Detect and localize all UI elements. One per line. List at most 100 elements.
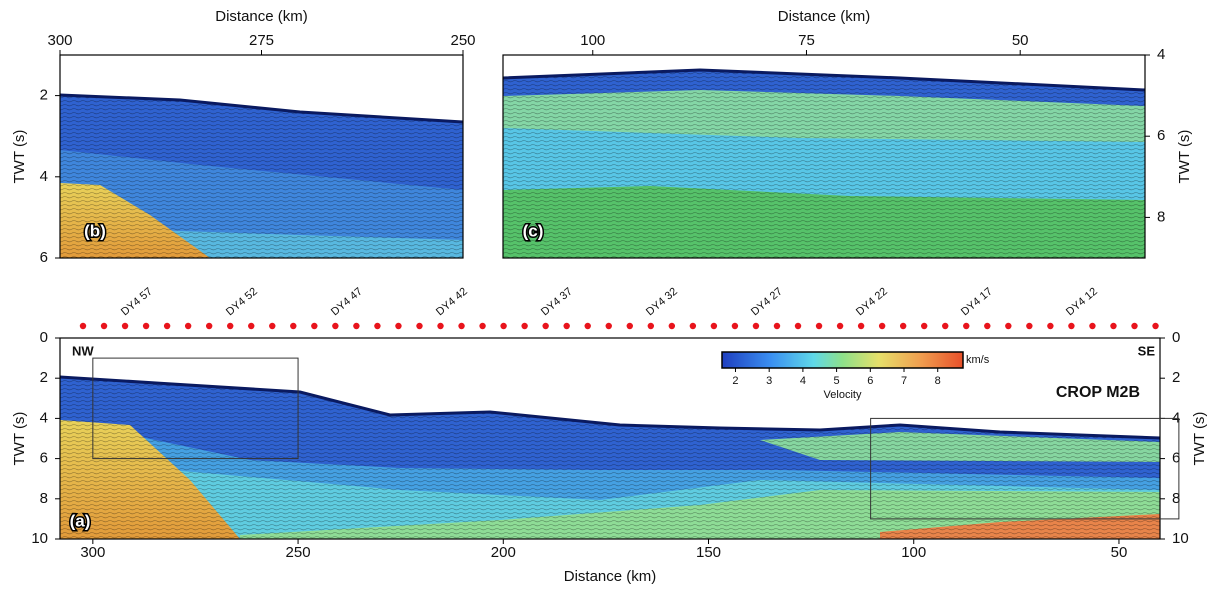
colorbar-unit: km/s bbox=[966, 354, 990, 366]
shot-dot bbox=[563, 322, 570, 330]
shot-dot bbox=[1131, 322, 1138, 330]
shot-dot bbox=[984, 322, 991, 330]
shot-dot bbox=[521, 322, 528, 330]
shot-dot bbox=[963, 322, 970, 330]
shot-dot bbox=[437, 322, 444, 330]
colorbar-tick-label: 7 bbox=[901, 375, 907, 387]
shot-dot bbox=[142, 322, 150, 330]
panel-label: (c) bbox=[523, 221, 544, 240]
y-axis-title: TWT (s) bbox=[11, 130, 28, 184]
y-tick-label: 10 bbox=[1172, 530, 1189, 547]
shot-dot bbox=[248, 322, 255, 330]
y-tick-label: 2 bbox=[40, 87, 48, 104]
shot-label: DY4 22 bbox=[854, 286, 890, 319]
x-tick-label: 75 bbox=[798, 32, 815, 49]
y-tick-label: 6 bbox=[40, 249, 48, 266]
shot-dot bbox=[584, 322, 591, 330]
y-tick-label: 8 bbox=[1172, 490, 1180, 507]
y-tick-label: 4 bbox=[40, 409, 48, 426]
y-tick-label: 10 bbox=[31, 530, 48, 547]
shot-dot bbox=[1089, 322, 1096, 330]
shot-dot bbox=[1110, 322, 1117, 330]
y-tick-label: 4 bbox=[1172, 409, 1180, 426]
shot-dot bbox=[290, 322, 297, 330]
shot-label: DY4 12 bbox=[1064, 286, 1100, 319]
seismic-image-a bbox=[60, 338, 1160, 539]
shot-dot bbox=[395, 322, 402, 330]
shot-label: DY4 32 bbox=[644, 286, 680, 319]
shot-dot bbox=[710, 322, 718, 330]
x-tick-label: 200 bbox=[491, 544, 516, 561]
shot-label: DY4 42 bbox=[434, 286, 470, 319]
colorbar-tick-label: 4 bbox=[800, 375, 806, 387]
x-tick-label: 100 bbox=[901, 544, 926, 561]
shot-dot bbox=[163, 322, 171, 330]
x-tick-label: 250 bbox=[450, 32, 475, 49]
x-tick-label: 300 bbox=[47, 32, 72, 49]
shot-dot bbox=[269, 322, 276, 330]
shot-dot bbox=[899, 322, 907, 330]
shot-label: DY4 57 bbox=[119, 286, 155, 319]
shot-dot bbox=[689, 322, 697, 330]
shot-dot bbox=[794, 322, 802, 330]
shot-dot bbox=[311, 322, 318, 330]
y-tick-label: 2 bbox=[40, 369, 48, 386]
y-tick-label: 4 bbox=[1157, 46, 1165, 63]
shot-label: DY4 47 bbox=[329, 286, 365, 319]
y-tick-label: 2 bbox=[1172, 369, 1180, 386]
x-axis-title: Distance (km) bbox=[215, 8, 308, 25]
colorbar bbox=[721, 351, 964, 369]
seismic-image-c bbox=[503, 55, 1145, 258]
shot-dot bbox=[626, 322, 633, 330]
shot-dot bbox=[542, 322, 549, 330]
shot-dot bbox=[878, 322, 886, 330]
shot-dot bbox=[1047, 322, 1054, 330]
shot-dot bbox=[647, 322, 655, 330]
shot-dot bbox=[353, 322, 360, 330]
shot-dot bbox=[1005, 322, 1012, 330]
shot-dot bbox=[1152, 322, 1159, 330]
x-tick-label: 100 bbox=[580, 32, 605, 49]
shot-dot bbox=[605, 322, 612, 330]
x-tick-label: 50 bbox=[1012, 32, 1029, 49]
y-axis-title: TWT (s) bbox=[11, 412, 28, 466]
x-tick-label: 275 bbox=[249, 32, 274, 49]
corner-label: NW bbox=[72, 343, 94, 358]
shot-dot bbox=[773, 322, 781, 330]
shot-dot bbox=[942, 322, 949, 330]
y-axis-title: TWT (s) bbox=[1176, 130, 1193, 184]
shot-label: DY4 37 bbox=[539, 286, 575, 319]
shot-dot bbox=[121, 322, 129, 330]
y-tick-label: 0 bbox=[1172, 329, 1180, 346]
panel-label: (a) bbox=[70, 511, 91, 530]
profile-name: CROP M2B bbox=[1056, 384, 1140, 401]
shot-dot bbox=[752, 322, 760, 330]
panel-frame bbox=[502, 54, 1146, 259]
x-tick-label: 50 bbox=[1111, 544, 1128, 561]
shot-dot bbox=[668, 322, 676, 330]
y-axis-title: TWT (s) bbox=[1191, 412, 1208, 466]
colorbar-tick-label: 2 bbox=[732, 375, 738, 387]
y-tick-label: 8 bbox=[40, 490, 48, 507]
y-tick-label: 6 bbox=[1157, 127, 1165, 144]
shot-label: DY4 52 bbox=[224, 286, 260, 319]
shot-dot bbox=[184, 322, 192, 330]
y-tick-label: 6 bbox=[1172, 450, 1180, 467]
shot-dot bbox=[332, 322, 339, 330]
shot-dot bbox=[1068, 322, 1075, 330]
x-tick-label: 150 bbox=[696, 544, 721, 561]
seismic-image-b bbox=[60, 55, 463, 258]
shot-dot bbox=[857, 322, 865, 330]
colorbar-tick-label: 6 bbox=[867, 375, 873, 387]
colorbar-tick-label: 3 bbox=[766, 375, 772, 387]
shot-dot bbox=[731, 322, 739, 330]
y-tick-label: 4 bbox=[40, 168, 48, 185]
shot-dot bbox=[479, 322, 486, 330]
inset-box bbox=[870, 417, 1180, 520]
shot-dot bbox=[79, 322, 87, 330]
shot-dot bbox=[205, 322, 213, 330]
colorbar-tick-label: 5 bbox=[834, 375, 840, 387]
shot-dot bbox=[227, 322, 234, 330]
panel-frame bbox=[59, 337, 1161, 540]
